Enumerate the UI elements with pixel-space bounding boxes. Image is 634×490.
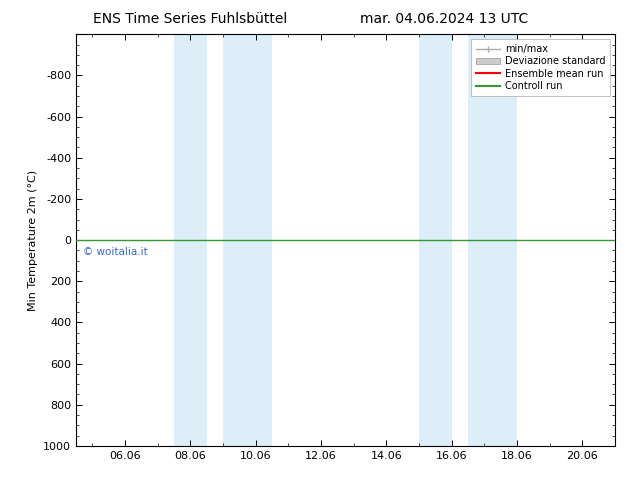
Legend: min/max, Deviazione standard, Ensemble mean run, Controll run: min/max, Deviazione standard, Ensemble m… bbox=[470, 39, 610, 96]
Bar bbox=[174, 34, 207, 446]
Text: ENS Time Series Fuhlsbüttel: ENS Time Series Fuhlsbüttel bbox=[93, 12, 287, 26]
Bar bbox=[419, 34, 451, 446]
Y-axis label: Min Temperature 2m (°C): Min Temperature 2m (°C) bbox=[28, 170, 37, 311]
Bar bbox=[223, 34, 272, 446]
Text: mar. 04.06.2024 13 UTC: mar. 04.06.2024 13 UTC bbox=[359, 12, 528, 26]
Bar bbox=[468, 34, 517, 446]
Text: © woitalia.it: © woitalia.it bbox=[82, 247, 147, 257]
